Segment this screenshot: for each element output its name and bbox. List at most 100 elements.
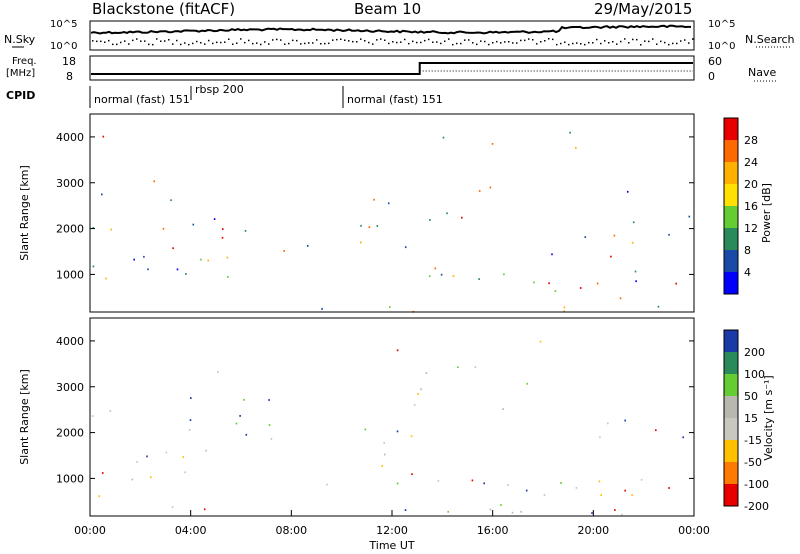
- colorbar-swatch: [724, 440, 738, 463]
- echo-cell: [607, 422, 609, 425]
- velocity-panel: 1000 2000 3000 4000 00:00 04:00 08:00 12:00 16:…: [18, 317, 710, 552]
- cpid-row: CPID normal (fast) 151 rbsp 200 normal (…: [6, 83, 443, 108]
- nsearch-dot: [692, 38, 694, 40]
- nsearch-dot: [336, 38, 338, 41]
- echo-cell: [584, 236, 587, 238]
- echo-cell: [420, 388, 422, 391]
- nsearch-dot: [304, 42, 306, 45]
- echo-cell: [591, 512, 593, 514]
- nsearch-dot: [216, 41, 218, 44]
- echo-cell: [624, 419, 626, 422]
- colorbar-swatch: [724, 374, 738, 397]
- nsearch-dot: [104, 41, 106, 43]
- nsearch-dot: [384, 39, 386, 41]
- echo-cell: [437, 479, 440, 482]
- echo-cell: [188, 429, 191, 431]
- echo-cell: [245, 433, 248, 436]
- power-colorbar-tick: 20: [744, 178, 758, 191]
- cpid-segment-3: normal (fast) 151: [347, 93, 443, 106]
- y-tick-label: 3000: [56, 177, 84, 190]
- echo-cell: [368, 226, 371, 228]
- power-ylabel: Slant Range [km]: [18, 165, 31, 261]
- nsearch-dot: [248, 39, 250, 42]
- power-panel: 1000 2000 3000 4000 Slant Range [km]: [18, 113, 695, 313]
- x-tick-label: 00:00: [678, 524, 710, 537]
- nsearch-dot: [636, 38, 638, 41]
- echo-cell: [182, 456, 185, 458]
- nsearch-dot: [352, 40, 354, 43]
- nsearch-dot: [132, 39, 134, 42]
- echo-cell: [626, 190, 629, 193]
- y-tick-label: 1000: [56, 268, 84, 281]
- echo-cell: [657, 305, 660, 308]
- nsearch-dot: [256, 42, 258, 44]
- nsearch-dot: [424, 39, 426, 42]
- nsearch-dot: [656, 43, 658, 45]
- nsearch-dot: [408, 42, 410, 45]
- echo-cell: [429, 219, 431, 221]
- nsearch-dot: [144, 40, 146, 42]
- echo-cell: [489, 186, 492, 189]
- nsearch-dot: [196, 40, 198, 43]
- nsearch-dot: [100, 40, 102, 43]
- echo-cell: [563, 310, 565, 313]
- nsearch-dot: [172, 43, 174, 45]
- echo-cell: [610, 255, 612, 258]
- nsearch-dot: [680, 40, 682, 42]
- nsearch-dot: [648, 40, 650, 43]
- nsearch-dot: [676, 42, 678, 45]
- colorbar-swatch: [724, 228, 738, 251]
- nsearch-dot: [116, 43, 118, 46]
- freq-label-2: [MHz]: [6, 68, 35, 79]
- nsearch-dot: [452, 43, 454, 46]
- echo-cell: [92, 227, 95, 229]
- echo-cell: [655, 429, 657, 432]
- nsearch-dot: [412, 40, 414, 43]
- echo-cell: [511, 511, 514, 514]
- power-colorbar-tick: 28: [744, 134, 758, 147]
- nsearch-dot: [380, 38, 382, 40]
- nsearch-dot: [404, 38, 406, 41]
- colorbar-swatch: [724, 184, 738, 207]
- velocity-colorbar-tick: 50: [744, 390, 758, 403]
- echo-cell: [434, 267, 437, 270]
- nsearch-dot: [488, 43, 490, 46]
- nsearch-dot: [376, 39, 378, 41]
- colorbar-swatch: [724, 396, 738, 419]
- echo-cell: [675, 282, 677, 285]
- nsearch-dot: [564, 41, 566, 43]
- nsearch-dot: [524, 39, 526, 42]
- echo-cell: [396, 349, 399, 352]
- nsearch-dot: [492, 42, 494, 44]
- echo-cell: [500, 504, 502, 506]
- nsearch-dot: [96, 40, 98, 43]
- echo-cell: [185, 273, 187, 275]
- colorbar-swatch: [724, 162, 738, 185]
- nsearch-dot: [164, 40, 166, 42]
- echo-cell: [360, 224, 362, 227]
- nsearch-dot: [244, 41, 246, 44]
- echo-cell: [389, 306, 391, 308]
- power-colorbar-tick: 16: [744, 200, 758, 213]
- echo-cell: [478, 190, 481, 192]
- echo-cell: [410, 435, 413, 438]
- x-tick-label: 08:00: [275, 524, 307, 537]
- echo-cell: [203, 508, 206, 511]
- nsearch-dot: [484, 40, 486, 43]
- nave-tick-high: 60: [708, 55, 722, 68]
- nsearch-dot: [312, 42, 314, 44]
- echo-cell: [360, 241, 362, 244]
- nsearch-dot: [556, 43, 558, 46]
- nsearch-dot: [184, 42, 186, 44]
- nsearch-dot: [180, 43, 182, 46]
- nsearch-dot: [108, 39, 110, 42]
- colorbar-swatch: [724, 462, 738, 485]
- echo-cell: [446, 212, 448, 215]
- echo-cell: [461, 216, 463, 219]
- echo-cell: [428, 275, 431, 278]
- nsearch-dot: [664, 41, 666, 44]
- nsearch-dot: [140, 40, 142, 42]
- nsearch-dot: [192, 42, 194, 45]
- nsearch-dot: [372, 43, 374, 45]
- cpid-segment-1: normal (fast) 151: [94, 93, 190, 106]
